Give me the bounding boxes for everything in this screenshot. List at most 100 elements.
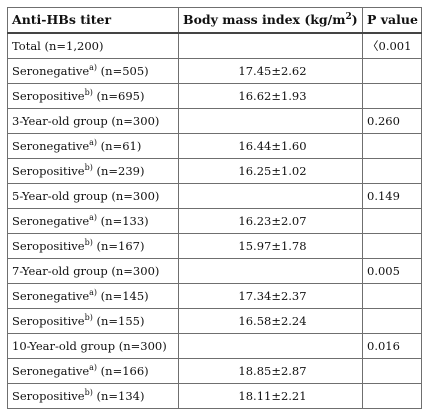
bmi-value-cell — [178, 258, 363, 284]
bmi-value-cell — [178, 108, 363, 134]
row-label-cell: Seronegativea) (n=166) — [7, 358, 179, 384]
table-row: 10-Year-old group (n=300) 0.016 — [7, 333, 422, 359]
row-sample-size: (n=133) — [97, 214, 149, 228]
row-label-cell: 5-Year-old group (n=300) — [7, 183, 179, 209]
bmi-value-cell — [178, 183, 363, 209]
header-bmi-text: Body mass index (kg/m — [183, 12, 346, 27]
bmi-value-cell — [178, 333, 363, 359]
bmi-value-cell: 18.85±2.87 — [178, 358, 363, 384]
row-label: Seropositive — [12, 164, 85, 178]
footnote-marker: a) — [89, 288, 98, 298]
p-value-cell — [362, 208, 422, 234]
p-value-cell — [362, 358, 422, 384]
row-label-cell: 3-Year-old group (n=300) — [7, 108, 179, 134]
row-label: 7-Year-old group (n=300) — [12, 264, 160, 278]
table-body: Total (n=1,200) 〈0.001 Seronegativea) (n=5… — [7, 32, 422, 409]
table-row: Seronegativea) (n=145) 17.34±2.37 — [7, 283, 422, 309]
footnote-marker: a) — [89, 138, 98, 148]
row-label: 10-Year-old group (n=300) — [12, 339, 167, 353]
table-row: 3-Year-old group (n=300) 0.260 — [7, 108, 422, 134]
table-row: Seronegativea) (n=505) 17.45±2.62 — [7, 58, 422, 84]
header-row: Anti-HBs titer Body mass index (kg/m2) P… — [7, 7, 422, 34]
bmi-value-cell: 17.45±2.62 — [178, 58, 363, 84]
bmi-value-cell: 16.23±2.07 — [178, 208, 363, 234]
row-label-cell: Seronegativea) (n=145) — [7, 283, 179, 309]
row-label: Seropositive — [12, 239, 85, 253]
row-sample-size: (n=166) — [97, 364, 149, 378]
row-sample-size: (n=145) — [97, 289, 149, 303]
footnote-marker: b) — [84, 238, 93, 248]
table-row: 5-Year-old group (n=300) 0.149 — [7, 183, 422, 209]
row-label: Seronegative — [12, 139, 90, 153]
row-sample-size: (n=134) — [92, 389, 145, 403]
row-label: Seropositive — [12, 314, 85, 328]
table-header: Anti-HBs titer Body mass index (kg/m2) P… — [7, 7, 422, 34]
header-bmi-close: ) — [351, 12, 358, 27]
row-label-cell: Seropositiveb) (n=134) — [7, 383, 179, 409]
p-value-cell: 〈0.001 — [362, 32, 422, 59]
row-label: Seronegative — [12, 64, 90, 78]
p-value-cell — [362, 283, 422, 309]
header-p-value: P value — [362, 7, 422, 34]
row-label: Seropositive — [12, 389, 85, 403]
table-row: Seropositiveb) (n=155) 16.58±2.24 — [7, 308, 422, 334]
row-sample-size: (n=239) — [92, 164, 145, 178]
bmi-value-cell: 18.11±2.21 — [178, 383, 363, 409]
bmi-value-cell: 15.97±1.78 — [178, 233, 363, 259]
p-value-cell: 0.005 — [362, 258, 422, 284]
row-sample-size: (n=505) — [97, 64, 149, 78]
p-value-cell: 0.016 — [362, 333, 422, 359]
row-label-cell: Seronegativea) (n=133) — [7, 208, 179, 234]
bmi-value-cell: 16.62±1.93 — [178, 83, 363, 109]
row-label: Seronegative — [12, 214, 90, 228]
row-label-cell: Seronegativea) (n=505) — [7, 58, 179, 84]
p-value-cell — [362, 133, 422, 159]
bmi-value-cell: 16.44±1.60 — [178, 133, 363, 159]
footnote-marker: b) — [84, 313, 93, 323]
bmi-value-cell — [178, 32, 363, 59]
table-row: Seronegativea) (n=133) 16.23±2.07 — [7, 208, 422, 234]
footnote-marker: a) — [89, 213, 98, 223]
row-label-cell: Total (n=1,200) — [7, 32, 179, 59]
row-label: 3-Year-old group (n=300) — [12, 114, 160, 128]
footnote-marker: b) — [84, 163, 93, 173]
table-row: Seronegativea) (n=61) 16.44±1.60 — [7, 133, 422, 159]
p-value-cell — [362, 58, 422, 84]
table-row: 7-Year-old group (n=300) 0.005 — [7, 258, 422, 284]
header-anti-hbs-titer: Anti-HBs titer — [7, 7, 179, 34]
row-label-cell: Seropositiveb) (n=155) — [7, 308, 179, 334]
p-value-cell: 0.260 — [362, 108, 422, 134]
row-label-cell: Seropositiveb) (n=239) — [7, 158, 179, 184]
table-row: Seropositiveb) (n=239) 16.25±1.02 — [7, 158, 422, 184]
p-value-cell: 0.149 — [362, 183, 422, 209]
row-sample-size: (n=167) — [92, 239, 145, 253]
table-row: Seronegativea) (n=166) 18.85±2.87 — [7, 358, 422, 384]
header-body-mass-index: Body mass index (kg/m2) — [178, 7, 363, 34]
bmi-value-cell: 16.58±2.24 — [178, 308, 363, 334]
row-label-cell: Seropositiveb) (n=695) — [7, 83, 179, 109]
bmi-table: Anti-HBs titer Body mass index (kg/m2) P… — [7, 7, 422, 409]
row-sample-size: (n=695) — [92, 89, 145, 103]
footnote-marker: a) — [89, 63, 98, 73]
row-label-cell: 7-Year-old group (n=300) — [7, 258, 179, 284]
row-label: Total (n=1,200) — [12, 39, 104, 53]
header-bmi-sup: 2 — [345, 11, 352, 22]
footnote-marker: a) — [89, 363, 98, 373]
footnote-marker: b) — [84, 88, 93, 98]
p-value-cell — [362, 83, 422, 109]
row-label: Seronegative — [12, 364, 90, 378]
table-row: Seropositiveb) (n=167) 15.97±1.78 — [7, 233, 422, 259]
table-row: Total (n=1,200) 〈0.001 — [7, 32, 422, 59]
footnote-marker: b) — [84, 388, 93, 398]
row-label-cell: Seronegativea) (n=61) — [7, 133, 179, 159]
row-label: Seronegative — [12, 289, 90, 303]
p-value-cell — [362, 158, 422, 184]
table-row: Seropositiveb) (n=695) 16.62±1.93 — [7, 83, 422, 109]
p-value-cell — [362, 383, 422, 409]
bmi-value-cell: 16.25±1.02 — [178, 158, 363, 184]
row-sample-size: (n=61) — [97, 139, 142, 153]
p-value-cell — [362, 233, 422, 259]
p-value-cell — [362, 308, 422, 334]
row-label-cell: Seropositiveb) (n=167) — [7, 233, 179, 259]
row-label: 5-Year-old group (n=300) — [12, 189, 160, 203]
